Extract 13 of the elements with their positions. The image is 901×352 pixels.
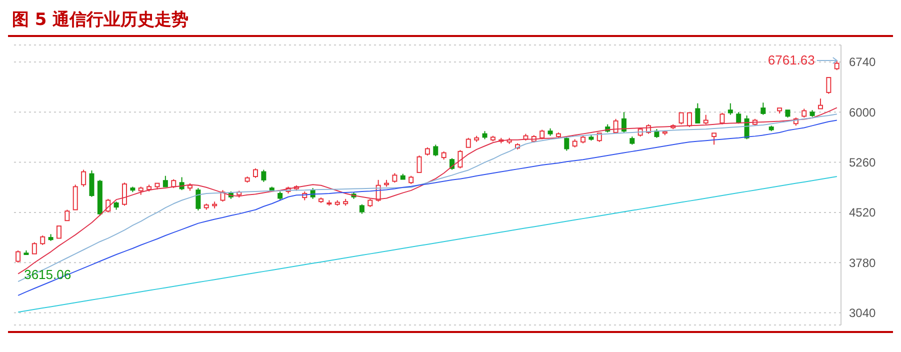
candlestick (56, 226, 62, 239)
y-tick-label: 5260 (849, 156, 876, 170)
y-tick-label: 3040 (849, 306, 876, 320)
candlestick (212, 201, 218, 209)
annotation: 6761.63 (768, 52, 815, 68)
line-series (18, 176, 838, 313)
chart-title: 图 5 通信行业历史走势 (8, 8, 893, 37)
candlestick (818, 98, 823, 110)
y-tick-label: 6740 (849, 55, 876, 70)
y-tick-label: 6000 (849, 105, 876, 120)
annotation: 3615.06 (24, 266, 72, 282)
y-tick-label: 4520 (849, 206, 876, 220)
y-tick-label: 3780 (849, 256, 876, 270)
